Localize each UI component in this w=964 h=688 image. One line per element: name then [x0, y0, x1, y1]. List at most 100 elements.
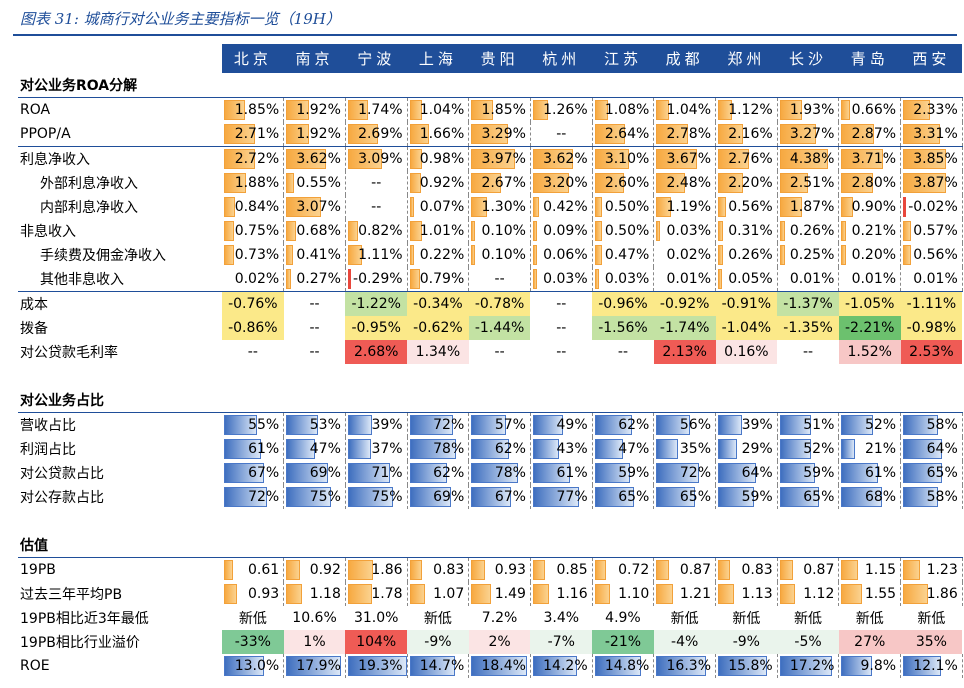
city-header: 青岛: [838, 44, 901, 73]
cell-value: 0.01%: [789, 271, 835, 287]
cell-value: 58%: [926, 489, 958, 505]
cell-value: 13.0%: [234, 658, 280, 674]
data-bar: [718, 149, 750, 169]
data-bar: [656, 463, 700, 483]
data-bar: [409, 124, 430, 144]
table-cell: -0.29%: [345, 267, 408, 292]
data-bar: [409, 221, 423, 241]
cell-value: 3.71%: [851, 151, 897, 167]
data-bar: [779, 584, 796, 604]
table-cell: 1.87%: [777, 195, 840, 219]
data-bar: [286, 149, 327, 169]
cell-value: 58%: [926, 417, 958, 433]
data-bar: [594, 124, 625, 144]
data-bar: [594, 221, 602, 241]
cell-value: -5%: [794, 634, 822, 650]
data-bar: [471, 245, 476, 265]
cell-value: 0.02%: [666, 247, 711, 263]
cell-value: -0.86%: [228, 320, 278, 336]
cell-value: -0.98%: [906, 320, 957, 336]
cell-value: --: [802, 344, 814, 360]
data-bar: [841, 173, 873, 193]
table-cell: 3.85%: [900, 146, 963, 171]
data-bar: [779, 173, 808, 193]
cell-value: 2.69%: [358, 126, 403, 142]
table-cell: 67%: [468, 485, 531, 509]
cell-value: 2.80%: [851, 175, 897, 191]
cell-value: -9%: [732, 634, 760, 650]
table-row: 利息净收入 2.72% 3.62% 3.09% 0.98% 3.97% 3.62% 3.10%…: [18, 146, 963, 171]
table-cell: 2.16%: [715, 122, 778, 147]
table-cell: 0.98%: [407, 146, 470, 171]
table-cell: -0.98%: [900, 316, 963, 340]
data-bar: [224, 173, 246, 193]
table-cell: 2.67%: [468, 171, 531, 195]
table-cell: 69%: [283, 461, 346, 485]
table-cell: 1.85%: [222, 97, 285, 122]
data-bar: [471, 415, 506, 435]
table-row: 19PB相比近3年最低 新低 10.6% 31.0% 新低 7.2% 3.4% 4.9% 新低 新…: [18, 606, 962, 630]
table-cell: 0.01%: [838, 267, 902, 292]
data-bar: [286, 463, 328, 483]
cell-value: 56%: [679, 417, 711, 433]
table-cell: 13.0%: [222, 654, 285, 678]
data-bar: [409, 656, 455, 676]
data-bar: [224, 463, 265, 483]
table-cell: 1.86: [900, 582, 963, 606]
table-cell: 0.92%: [407, 171, 470, 195]
table-cell: 9.8%: [838, 654, 902, 678]
table-cell: 53%: [283, 412, 346, 437]
table-cell: 2%: [468, 630, 531, 654]
cell-value: 1.86: [926, 586, 958, 602]
table-cell: 新低: [222, 606, 284, 630]
cell-value: 2.33%: [913, 102, 958, 118]
data-bar: [718, 221, 724, 241]
table-cell: 1.92%: [283, 97, 346, 122]
cell-value: 0.87: [803, 562, 835, 578]
table-cell: -21%: [592, 630, 654, 654]
cell-value: 16.3%: [666, 658, 711, 674]
table-cell: 1.55: [838, 582, 902, 606]
table-cell: 0.75%: [222, 219, 285, 243]
table-cell: 2.64%: [592, 122, 655, 147]
table-cell: 78%: [468, 461, 531, 485]
cell-value: -0.76%: [228, 296, 278, 312]
data-bar: [286, 415, 319, 435]
cell-value: 新低: [917, 611, 946, 627]
cell-value: --: [494, 271, 505, 287]
spacer: [18, 509, 962, 533]
table-cell: 3.20%: [530, 171, 593, 195]
data-bar: [903, 124, 940, 144]
cell-value: 29%: [741, 441, 773, 457]
cell-value: 0.03%: [543, 271, 588, 287]
cell-value: 31.0%: [353, 610, 399, 626]
cell-value: --: [556, 320, 567, 336]
cell-value: -1.35%: [783, 320, 833, 336]
cell-value: 47%: [309, 441, 341, 457]
city-header: 长沙: [777, 44, 839, 73]
cell-value: 0.26%: [728, 247, 773, 263]
table-cell: 14.2%: [530, 654, 593, 678]
cell-value: 新低: [423, 611, 452, 627]
table-cell: 39%: [345, 412, 408, 437]
table-cell: 69%: [407, 485, 470, 509]
table-cell: 3.10%: [592, 146, 655, 171]
data-bar: [718, 560, 731, 580]
table-cell: 2.60%: [592, 171, 655, 195]
table-cell: 35%: [900, 630, 963, 654]
data-bar: [903, 149, 946, 169]
table-cell: 0.27%: [283, 267, 346, 292]
data-bar: [718, 245, 723, 265]
data-bar: [841, 439, 856, 459]
cell-value: 1.92%: [296, 126, 341, 142]
table-cell: 0.03%: [653, 219, 716, 243]
city-header-row: 北京 南京 宁波 上海 贵阳 杭州 江苏 成都 郑州 长沙 青岛 西安: [18, 44, 963, 73]
table-row: 对公贷款占比 67% 69% 71% 62% 78% 61% 59% 72% 64% 59% 61% 6…: [18, 461, 963, 485]
table-cell: 65%: [900, 461, 963, 485]
data-bar: [656, 197, 671, 217]
data-bar: [471, 149, 516, 169]
table-cell: --: [222, 340, 284, 364]
table-cell: 0.41%: [283, 243, 346, 267]
table-cell: 78%: [407, 437, 470, 461]
data-bar: [594, 487, 634, 507]
